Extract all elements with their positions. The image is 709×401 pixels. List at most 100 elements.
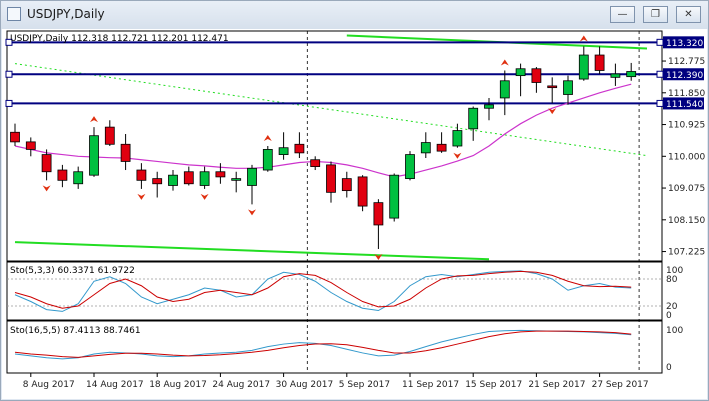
x-tick-label-5: 5 Sep 2017 <box>339 380 390 390</box>
close-icon[interactable]: ✕ <box>676 6 701 23</box>
stoch2-level-label-1: 0 <box>666 363 672 373</box>
stoch1-level-label-1: 80 <box>666 275 678 285</box>
level-handle-left-1 <box>5 70 13 78</box>
chart-window-icon <box>7 7 21 21</box>
candle-body-18 <box>294 143 305 154</box>
candle-body-17 <box>278 147 289 155</box>
candle-body-20 <box>326 164 336 193</box>
candle-body-36 <box>578 54 589 80</box>
candle-body-33 <box>531 68 542 83</box>
y-tick-label-0: 112.775 <box>668 57 705 67</box>
candle-body-5 <box>89 135 99 176</box>
level-handle-right-1 <box>656 70 664 78</box>
level-price-box-1 <box>663 68 704 81</box>
fractal-up-arrow-16 <box>263 135 272 141</box>
price-chart[interactable]: 113.320 112.390 111.540 112.775 111.850 110.… <box>2 29 707 399</box>
candle-body-34 <box>547 85 558 89</box>
stoch2-level-label-0: 100 <box>666 326 683 336</box>
symbol-info-label: USDJPY,Daily 112.318 112.721 112.201 112… <box>10 34 229 44</box>
candle-body-39 <box>626 71 637 78</box>
x-tick-label-8: 21 Sep 2017 <box>528 380 585 390</box>
candle-body-15 <box>247 167 257 186</box>
x-tick-label-0: 8 Aug 2017 <box>23 380 75 390</box>
x-tick-label-7: 15 Sep 2017 <box>465 380 522 390</box>
minimize-icon[interactable]: — <box>610 6 635 23</box>
candle-body-30 <box>484 104 494 109</box>
window-title: USDJPY,Daily <box>27 7 105 21</box>
level-handle-left-2 <box>5 99 13 107</box>
level-price-label-0: 113.320 <box>666 39 703 49</box>
fractal-down-arrow-23 <box>374 253 383 260</box>
x-tick-label-4: 30 Aug 2017 <box>276 380 334 390</box>
restore-icon[interactable]: ❐ <box>643 6 668 23</box>
level-price-label-2: 111.540 <box>666 100 703 110</box>
candle-body-7 <box>120 143 131 162</box>
y-tick-label-3: 110.000 <box>668 152 705 162</box>
candle-body-2 <box>41 154 52 173</box>
candle-body-23 <box>373 202 384 226</box>
candle-body-29 <box>468 107 479 130</box>
y-tick-label-4: 109.075 <box>668 184 705 194</box>
stoch1-level-label-0: 100 <box>666 266 683 276</box>
candle-body-11 <box>183 171 194 185</box>
candle-body-1 <box>25 141 36 150</box>
candle-body-25 <box>405 154 415 180</box>
candle-body-21 <box>341 178 352 192</box>
fractal-down-arrow-2 <box>42 185 51 192</box>
candle-body-24 <box>389 174 400 219</box>
stoch2-signal-line <box>14 330 632 358</box>
candle-body-38 <box>610 73 621 78</box>
trend-line-upper-channel <box>14 63 648 157</box>
candle-body-26 <box>420 142 431 154</box>
level-handle-right-2 <box>656 99 664 107</box>
fractal-down-arrow-34 <box>548 108 557 115</box>
trend-line-lower-channel <box>14 241 490 261</box>
candle-body-31 <box>499 80 510 99</box>
candle-body-19 <box>310 159 321 167</box>
x-tick-label-1: 14 Aug 2017 <box>86 380 144 390</box>
y-tick-label-5: 108.150 <box>668 216 705 226</box>
level-price-box-2 <box>663 97 704 110</box>
candle-body-4 <box>73 171 84 185</box>
stoch2-label: Sto(16,5,5) 87.4113 88.7461 <box>10 326 141 336</box>
level-handle-left-0 <box>5 38 13 46</box>
candle-body-10 <box>168 174 178 186</box>
stoch1-label: Sto(5,3,3) 60.3371 61.9722 <box>10 266 135 276</box>
y-tick-label-6: 107.225 <box>668 248 705 258</box>
fractal-down-arrow-28 <box>453 152 462 159</box>
y-tick-label-2: 110.925 <box>668 121 705 131</box>
stoch1-level-label-2: 20 <box>666 302 678 312</box>
level-price-box-0 <box>663 36 704 49</box>
title-bar[interactable]: USDJPY,Daily — ❐ ✕ <box>1 1 708 29</box>
main-pane-frame <box>6 30 663 262</box>
level-price-label-1: 112.390 <box>666 71 703 81</box>
stoch1-level-label-3: 0 <box>666 311 672 321</box>
candle-body-16 <box>262 149 273 171</box>
candle-body-35 <box>563 80 573 95</box>
x-tick-label-3: 24 Aug 2017 <box>212 380 270 390</box>
candle-body-13 <box>215 171 226 178</box>
candle-body-3 <box>57 169 68 181</box>
stoch1-signal-line <box>14 270 632 309</box>
y-tick-label-1: 111.850 <box>668 89 705 99</box>
x-tick-label-9: 27 Sep 2017 <box>592 380 649 390</box>
level-handle-right-0 <box>656 38 664 46</box>
candle-body-8 <box>136 169 147 181</box>
candle-body-28 <box>452 130 463 147</box>
candle-body-9 <box>152 178 163 185</box>
candle-body-27 <box>436 143 447 152</box>
candle-body-14 <box>231 178 242 181</box>
fractal-up-arrow-5 <box>90 116 98 123</box>
chart-background <box>2 29 707 399</box>
fractal-down-arrow-15 <box>248 209 256 216</box>
candle-body-22 <box>357 176 368 207</box>
fractal-up-arrow-31 <box>500 59 509 66</box>
moving-average-line <box>14 83 632 178</box>
fractal-down-arrow-8 <box>137 193 146 200</box>
candle-body-6 <box>104 126 115 145</box>
candle-body-37 <box>594 54 605 71</box>
stoch2-main-line <box>14 329 632 360</box>
stoch1-pane-frame <box>6 261 663 321</box>
candle-body-0 <box>10 131 20 143</box>
